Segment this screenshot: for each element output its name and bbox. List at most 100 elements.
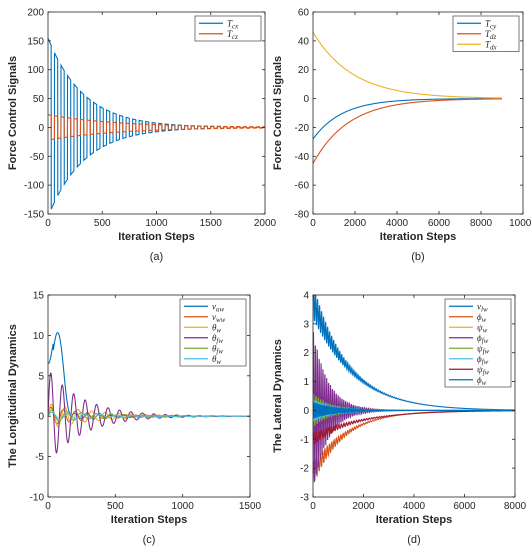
x-axis-label: Iteration Steps bbox=[380, 231, 456, 243]
panel-caption: (b) bbox=[411, 251, 424, 263]
y-tick-label: -100 bbox=[24, 181, 44, 192]
legend-entry: ψw bbox=[477, 322, 488, 334]
x-tick-label: 1500 bbox=[200, 218, 223, 229]
x-tick-label: 10000 bbox=[509, 218, 531, 229]
x-axis-label: Iteration Steps bbox=[376, 514, 452, 526]
y-tick-label: -40 bbox=[295, 152, 310, 163]
panel-caption: (c) bbox=[143, 534, 156, 546]
y-axis-label: Force Control Signals bbox=[7, 56, 19, 170]
legend-box bbox=[179, 298, 247, 367]
x-tick-label: 2000 bbox=[352, 501, 375, 512]
y-tick-label: 20 bbox=[298, 65, 310, 76]
legend-entry: ϕfw bbox=[477, 354, 489, 366]
series-line-c-5 bbox=[48, 411, 250, 421]
series-group bbox=[48, 37, 265, 210]
y-axis-label: The Longitudinal Dynamics bbox=[7, 324, 19, 468]
chart-panel-d: 0 2000 4000 6000 8000 -3 -2 -1 0 1 2 3 4 Iteration St… bbox=[272, 291, 527, 547]
legend-entry: Tdx bbox=[485, 39, 498, 51]
legend-entry: θw bbox=[212, 322, 221, 334]
x-axis-label: Iteration Steps bbox=[111, 514, 187, 526]
x-tick-label: 0 bbox=[45, 501, 51, 512]
y-tick-label: 2 bbox=[303, 348, 309, 359]
series-line-d-7 bbox=[313, 401, 515, 419]
y-tick-label: 3 bbox=[303, 319, 309, 330]
legend-entry: Tdz bbox=[485, 29, 497, 41]
series-group bbox=[313, 31, 502, 164]
y-axis-label: The Lateral Dynamics bbox=[272, 339, 284, 453]
legend-entry: Tcz bbox=[227, 29, 238, 41]
legend-entry: θfw bbox=[212, 343, 223, 355]
y-tick-label: 50 bbox=[33, 94, 45, 105]
x-tick-label: 1000 bbox=[145, 218, 168, 229]
y-tick-label: 0 bbox=[38, 123, 44, 134]
legend-entry: ϕw bbox=[477, 312, 487, 324]
y-axis-label: Force Control Signals bbox=[272, 56, 284, 170]
x-tick-label: 0 bbox=[310, 501, 316, 512]
y-tick-label: -3 bbox=[300, 493, 309, 504]
y-tick-label: 15 bbox=[33, 291, 45, 302]
legend-entry: Tcy bbox=[485, 18, 497, 30]
x-tick-label: 1000 bbox=[172, 501, 195, 512]
x-tick-label: 500 bbox=[107, 501, 124, 512]
y-tick-label: 4 bbox=[303, 291, 309, 302]
y-tick-label: -2 bbox=[300, 464, 309, 475]
series-line-b-2 bbox=[313, 31, 502, 99]
x-tick-label: 0 bbox=[45, 218, 51, 229]
y-tick-label: 40 bbox=[298, 36, 310, 47]
x-tick-label: 1500 bbox=[239, 501, 262, 512]
chart-panel-a: 0 500 1000 1500 2000 -150 -100 -50 0 50 100 150 200 I… bbox=[7, 8, 277, 264]
legend-entry: ψfw bbox=[477, 364, 490, 376]
series-line-b-1 bbox=[313, 98, 502, 164]
legend-entry: Tcx bbox=[227, 18, 239, 30]
y-tick-label: -50 bbox=[30, 152, 45, 163]
x-tick-label: 2000 bbox=[344, 218, 367, 229]
y-tick-label: 200 bbox=[27, 8, 44, 19]
series-line-b-0 bbox=[313, 98, 502, 140]
axes-box bbox=[47, 294, 251, 498]
x-tick-label: 6000 bbox=[453, 501, 476, 512]
y-tick-label: -60 bbox=[295, 181, 310, 192]
legend-entry: vuw bbox=[212, 301, 225, 313]
y-tick-label: 10 bbox=[33, 331, 45, 342]
y-tick-label: 150 bbox=[27, 36, 44, 47]
y-tick-label: -1 bbox=[300, 435, 309, 446]
series-line-a-1 bbox=[48, 114, 265, 141]
axes-box bbox=[312, 11, 524, 215]
y-tick-label: 100 bbox=[27, 65, 44, 76]
y-tick-label: 0 bbox=[303, 406, 309, 417]
y-tick-label: -10 bbox=[30, 493, 45, 504]
series-group bbox=[48, 332, 250, 454]
x-tick-label: 0 bbox=[310, 218, 316, 229]
x-tick-label: 500 bbox=[94, 218, 111, 229]
legend-entry: ϕw bbox=[477, 375, 487, 387]
series-group bbox=[313, 295, 515, 483]
x-tick-label: 4000 bbox=[386, 218, 409, 229]
y-tick-label: 0 bbox=[303, 94, 309, 105]
series-line-d-0 bbox=[313, 295, 515, 411]
x-tick-label: 8000 bbox=[504, 501, 527, 512]
y-tick-label: -80 bbox=[295, 210, 310, 221]
y-tick-label: 5 bbox=[38, 371, 44, 382]
x-tick-label: 6000 bbox=[428, 218, 451, 229]
x-tick-label: 4000 bbox=[403, 501, 426, 512]
legend-entry: θw bbox=[212, 354, 221, 366]
x-tick-label: 8000 bbox=[470, 218, 493, 229]
y-tick-label: 60 bbox=[298, 8, 310, 19]
legend-entry: vlw bbox=[477, 301, 488, 313]
legend-box bbox=[444, 298, 512, 388]
y-tick-label: -20 bbox=[295, 123, 310, 134]
y-tick-label: 1 bbox=[303, 377, 309, 388]
legend-entry: ϕfw bbox=[477, 333, 489, 345]
y-tick-label: -150 bbox=[24, 210, 44, 221]
series-line-c-3 bbox=[48, 372, 250, 454]
chart-panel-c: 0 500 1000 1500 -10 -5 0 5 10 15 Iteration Steps Th… bbox=[7, 291, 262, 547]
series-line-d-6 bbox=[313, 410, 515, 445]
panel-caption: (d) bbox=[407, 534, 420, 546]
legend-entry: vww bbox=[212, 312, 226, 324]
y-tick-label: -5 bbox=[35, 452, 44, 463]
